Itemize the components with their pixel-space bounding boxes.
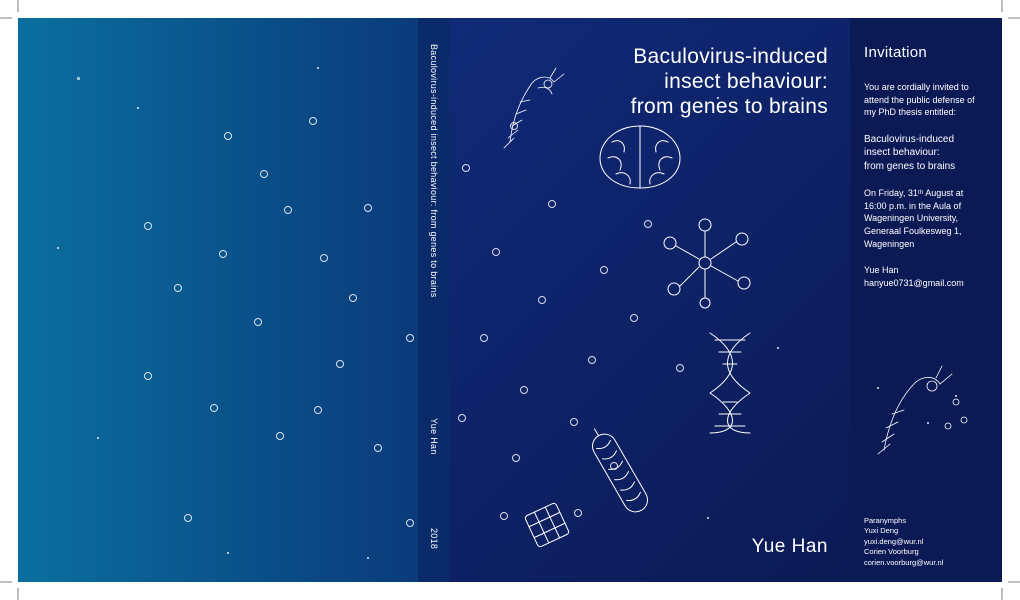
- bubble-icon: [600, 266, 608, 274]
- bubble-icon: [276, 432, 284, 440]
- invitation-email: hanyue0731@gmail.com: [864, 277, 988, 290]
- bubble-icon: [406, 519, 414, 527]
- bubble-icon: [458, 414, 466, 422]
- paranymphs-block: Paranymphs Yuxi Deng yuxi.deng@wur.nl Co…: [864, 516, 943, 569]
- bubble-icon: [184, 514, 192, 522]
- bubble-icon: [144, 222, 152, 230]
- dot-icon: [717, 97, 719, 99]
- molecule-icon: [650, 213, 760, 313]
- invitation-whenwhere: On Friday, 31ᵗʰ August at 16:00 p.m. in …: [864, 187, 988, 250]
- bubble-icon: [676, 364, 684, 372]
- dot-icon: [227, 552, 229, 554]
- dot-icon: [927, 422, 929, 424]
- larva-icon: [490, 64, 580, 154]
- bubble-icon: [174, 284, 182, 292]
- inv-thesis-l3: from genes to brains: [864, 160, 988, 174]
- bubble-icon: [364, 204, 372, 212]
- inv-thesis-l1: Baculovirus-induced: [864, 133, 988, 147]
- bubble-icon: [349, 294, 357, 302]
- bubble-icon: [320, 254, 328, 262]
- paranymph2-name: Corien Voorburg: [864, 547, 943, 558]
- dot-icon: [137, 107, 139, 109]
- dot-icon: [57, 247, 59, 249]
- bubble-icon: [512, 454, 520, 462]
- dot-icon: [955, 395, 957, 397]
- bubble-icon: [224, 132, 232, 140]
- paranymph1-email: yuxi.deng@wur.nl: [864, 537, 943, 548]
- bubble-icon: [500, 512, 508, 520]
- dot-icon: [367, 557, 369, 559]
- inv-thesis-l2: insect behaviour:: [864, 146, 988, 160]
- dot-icon: [317, 67, 319, 69]
- dna-icon: [695, 328, 765, 438]
- dot-icon: [777, 347, 779, 349]
- bubble-icon: [480, 334, 488, 342]
- bubble-icon: [610, 462, 618, 470]
- brain-icon: [590, 118, 690, 198]
- invitation-intro: You are cordially invited to attend the …: [864, 81, 988, 119]
- front-title-line2: insect behaviour:: [631, 69, 828, 94]
- invitation-heading: Invitation: [864, 42, 988, 63]
- bubble-icon: [254, 318, 262, 326]
- bubble-icon: [284, 206, 292, 214]
- bubble-icon: [548, 200, 556, 208]
- invitation-author-block: Yue Han hanyue0731@gmail.com: [864, 264, 988, 289]
- polyhedron-icon: [520, 498, 575, 553]
- dot-icon: [877, 387, 879, 389]
- bubble-icon: [630, 314, 638, 322]
- bubble-icon: [144, 372, 152, 380]
- dot-icon: [97, 437, 99, 439]
- bubble-icon: [406, 334, 414, 342]
- spine-title: Baculovirus-induced insect behaviour: fr…: [429, 44, 439, 298]
- front-cover: Baculovirus-induced insect behaviour: fr…: [450, 18, 850, 582]
- bubble-icon: [309, 117, 317, 125]
- front-author: Yue Han: [752, 536, 828, 558]
- back-cover: [18, 18, 418, 582]
- front-title-line1: Baculovirus-induced: [631, 44, 828, 69]
- spine-year: 2018: [429, 528, 439, 549]
- virion-icon: [580, 418, 660, 528]
- bubble-icon: [588, 356, 596, 364]
- dot-icon: [707, 517, 709, 519]
- invitation-author: Yue Han: [864, 264, 988, 277]
- paranymph1-name: Yuxi Deng: [864, 526, 943, 537]
- front-title: Baculovirus-induced insect behaviour: fr…: [631, 44, 828, 120]
- bubble-icon: [219, 250, 227, 258]
- bubble-icon: [574, 509, 582, 517]
- bubble-icon: [492, 248, 500, 256]
- spine-author: Yue Han: [429, 418, 439, 455]
- bubbles-back: [18, 18, 418, 582]
- bubble-icon: [570, 418, 578, 426]
- bubble-icon: [538, 296, 546, 304]
- spine: Baculovirus-induced insect behaviour: fr…: [418, 18, 450, 582]
- bubble-icon: [374, 444, 382, 452]
- bubble-icon: [77, 77, 80, 80]
- bubble-icon: [520, 386, 528, 394]
- front-title-line3: from genes to brains: [631, 94, 828, 119]
- bubble-icon: [510, 122, 518, 130]
- invitation-flap: Invitation You are cordially invited to …: [850, 18, 1002, 582]
- paranymphs-label: Paranymphs: [864, 516, 943, 527]
- invitation-thesis-title: Baculovirus-induced insect behaviour: fr…: [864, 133, 988, 174]
- book-cover: Baculovirus-induced insect behaviour: fr…: [18, 18, 1002, 582]
- bubble-icon: [210, 404, 218, 412]
- bubble-icon: [462, 164, 470, 172]
- bubble-icon: [336, 360, 344, 368]
- bubble-icon: [260, 170, 268, 178]
- bubble-icon: [314, 406, 322, 414]
- paranymph2-email: corien.voorburg@wur.nl: [864, 558, 943, 569]
- bubble-icon: [644, 220, 652, 228]
- larva-small-icon: [864, 362, 974, 462]
